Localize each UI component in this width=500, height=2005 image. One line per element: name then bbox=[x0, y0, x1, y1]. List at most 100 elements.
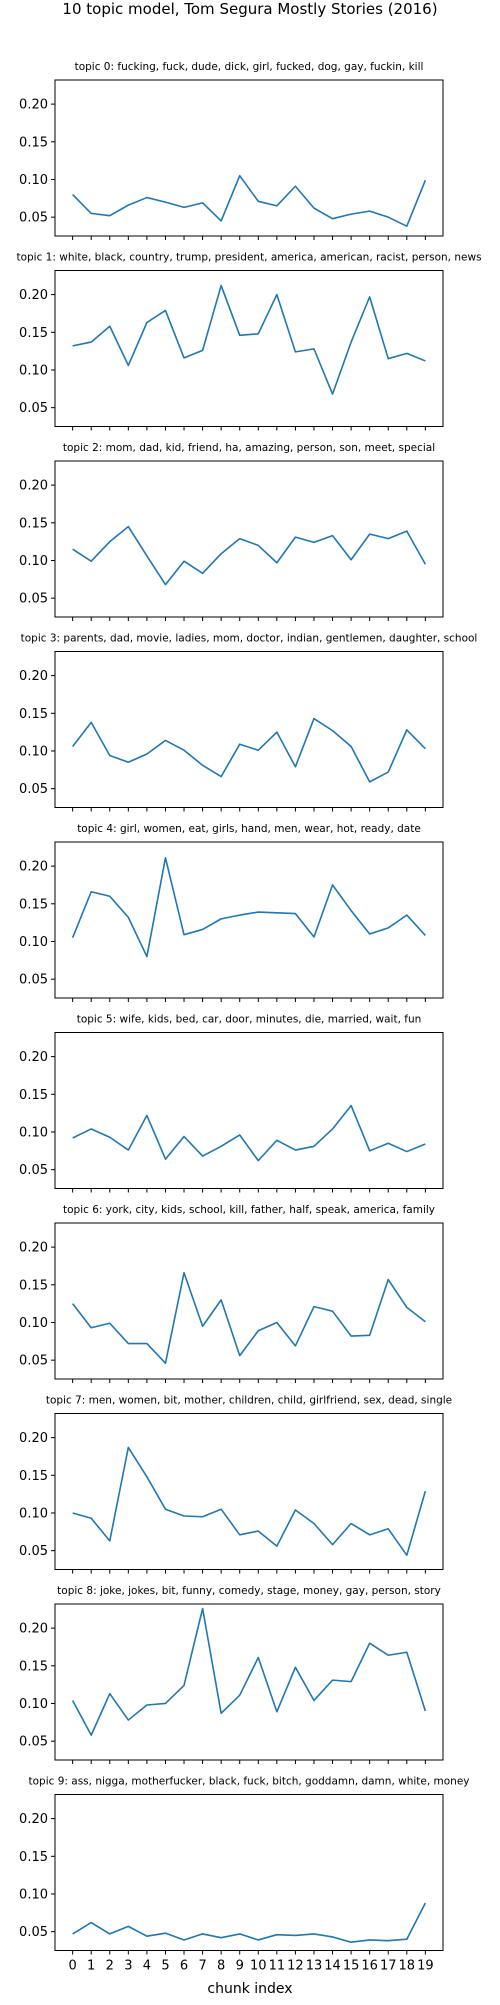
y-tick-label: 0.05 bbox=[19, 1925, 48, 1940]
y-tick-label: 0.15 bbox=[19, 326, 48, 341]
y-tick-label: 0.15 bbox=[19, 1469, 48, 1484]
y-tick-label: 0.10 bbox=[19, 1316, 48, 1331]
y-tick-label: 0.15 bbox=[19, 135, 48, 150]
x-tick-label: 7 bbox=[198, 1959, 206, 1974]
x-tick-label: 12 bbox=[287, 1959, 304, 1974]
series-line bbox=[72, 174, 427, 227]
axes-frame bbox=[54, 460, 444, 618]
subplot-title: topic 5: wife, kids, bed, car, door, min… bbox=[77, 1014, 422, 1026]
series-line bbox=[72, 1902, 427, 1944]
y-tick-label: 0.05 bbox=[19, 211, 48, 226]
y-tick-label: 0.20 bbox=[19, 1431, 48, 1446]
x-tick-label: 8 bbox=[217, 1959, 225, 1974]
axes-frame bbox=[54, 1222, 444, 1380]
axes-frame bbox=[54, 1603, 444, 1761]
y-tick-label: 0.10 bbox=[19, 935, 48, 950]
subplot-title: topic 7: men, women, bit, mother, childr… bbox=[46, 1395, 452, 1407]
x-tick-label: 13 bbox=[306, 1959, 323, 1974]
x-tick-label: 2 bbox=[106, 1959, 114, 1974]
y-tick-label: 0.05 bbox=[19, 1735, 48, 1750]
subplot-topic-5: topic 5: wife, kids, bed, car, door, min… bbox=[19, 1014, 444, 1193]
x-tick-label: 16 bbox=[361, 1959, 378, 1974]
x-tick-label: 19 bbox=[417, 1959, 434, 1974]
axes-frame bbox=[54, 651, 444, 808]
y-tick-label: 0.10 bbox=[19, 1125, 48, 1140]
x-axis-label: chunk index bbox=[207, 1981, 292, 1997]
y-tick-label: 0.15 bbox=[19, 516, 48, 531]
series-line bbox=[71, 857, 426, 958]
subplot-topic-0: topic 0: fucking, fuck, dude, dick, girl… bbox=[19, 61, 444, 240]
subplot-topic-8: topic 8: joke, jokes, bit, funny, comedy… bbox=[19, 1585, 444, 1764]
subplot-topic-9: topic 9: ass, nigga, motherfucker, black… bbox=[19, 1776, 469, 1974]
x-tick-label: 3 bbox=[124, 1959, 132, 1974]
figure-title: 10 topic model, Tom Segura Mostly Storie… bbox=[62, 0, 437, 18]
x-tick-label: 6 bbox=[180, 1959, 188, 1974]
x-tick-label: 18 bbox=[399, 1959, 416, 1974]
x-tick-label: 17 bbox=[380, 1959, 397, 1974]
y-tick-label: 0.10 bbox=[19, 1697, 48, 1712]
y-tick-label: 0.10 bbox=[19, 1887, 48, 1902]
subplot-title: topic 4: girl, women, eat, girls, hand, … bbox=[77, 823, 421, 835]
x-tick-label: 5 bbox=[161, 1959, 169, 1974]
y-tick-label: 0.15 bbox=[19, 707, 48, 722]
y-tick-label: 0.10 bbox=[19, 363, 48, 378]
x-tick-label: 11 bbox=[269, 1959, 286, 1974]
y-tick-label: 0.10 bbox=[19, 1506, 48, 1521]
series-line bbox=[72, 1446, 427, 1556]
series-line bbox=[71, 1607, 427, 1736]
series-line bbox=[72, 717, 426, 783]
y-tick-label: 0.20 bbox=[19, 669, 48, 684]
y-tick-label: 0.20 bbox=[19, 288, 48, 303]
y-tick-label: 0.10 bbox=[19, 554, 48, 569]
y-tick-label: 0.15 bbox=[19, 1088, 48, 1103]
subplot-title: topic 1: white, black, country, trump, p… bbox=[16, 252, 481, 264]
x-tick-label: 15 bbox=[343, 1959, 360, 1974]
y-tick-label: 0.10 bbox=[19, 173, 48, 188]
x-tick-label: 10 bbox=[250, 1959, 267, 1974]
subplot-topic-4: topic 4: girl, women, eat, girls, hand, … bbox=[19, 823, 444, 1002]
subplot-topic-6: topic 6: york, city, kids, school, kill,… bbox=[19, 1204, 444, 1383]
y-tick-label: 0.20 bbox=[19, 1050, 48, 1065]
series-line bbox=[72, 1271, 426, 1364]
series-line bbox=[72, 525, 427, 586]
axes-frame bbox=[54, 270, 444, 427]
x-tick-label: 14 bbox=[324, 1959, 341, 1974]
y-tick-label: 0.05 bbox=[19, 592, 48, 607]
subplot-title: topic 3: parents, dad, movie, ladies, mo… bbox=[21, 633, 478, 645]
y-tick-label: 0.20 bbox=[19, 1622, 48, 1637]
series-line bbox=[72, 284, 426, 395]
subplot-title: topic 0: fucking, fuck, dude, dick, girl… bbox=[75, 61, 424, 73]
y-tick-label: 0.15 bbox=[19, 1850, 48, 1865]
y-tick-label: 0.05 bbox=[19, 782, 48, 797]
subplot-title: topic 6: york, city, kids, school, kill,… bbox=[63, 1204, 435, 1216]
y-tick-label: 0.10 bbox=[19, 744, 48, 759]
y-tick-label: 0.20 bbox=[19, 1812, 48, 1827]
axes-frame bbox=[54, 1794, 444, 1951]
axes-frame bbox=[54, 1032, 444, 1189]
series-line bbox=[72, 1104, 426, 1162]
subplot-title: topic 9: ass, nigga, motherfucker, black… bbox=[28, 1776, 469, 1788]
subplot-topic-3: topic 3: parents, dad, movie, ladies, mo… bbox=[19, 633, 477, 812]
x-tick-label: 0 bbox=[68, 1959, 76, 1974]
y-tick-label: 0.15 bbox=[19, 1278, 48, 1293]
x-tick-label: 9 bbox=[236, 1959, 244, 1974]
x-tick-label: 4 bbox=[143, 1959, 151, 1974]
y-tick-label: 0.05 bbox=[19, 401, 48, 416]
y-tick-label: 0.05 bbox=[19, 973, 48, 988]
y-tick-label: 0.05 bbox=[19, 1163, 48, 1178]
subplot-topic-1: topic 1: white, black, country, trump, p… bbox=[16, 252, 482, 431]
axes-frame bbox=[54, 1413, 444, 1570]
axes-frame bbox=[54, 79, 444, 237]
y-tick-label: 0.20 bbox=[19, 98, 48, 113]
subplot-topic-2: topic 2: mom, dad, kid, friend, ha, amaz… bbox=[19, 442, 444, 621]
y-tick-label: 0.15 bbox=[19, 1659, 48, 1674]
x-tick-label: 1 bbox=[87, 1959, 95, 1974]
y-tick-label: 0.05 bbox=[19, 1354, 48, 1369]
axes-frame bbox=[54, 841, 444, 999]
y-tick-label: 0.05 bbox=[19, 1544, 48, 1559]
subplot-title: topic 8: joke, jokes, bit, funny, comedy… bbox=[57, 1585, 441, 1597]
y-tick-label: 0.20 bbox=[19, 1241, 48, 1256]
subplot-topic-7: topic 7: men, women, bit, mother, childr… bbox=[19, 1395, 452, 1574]
